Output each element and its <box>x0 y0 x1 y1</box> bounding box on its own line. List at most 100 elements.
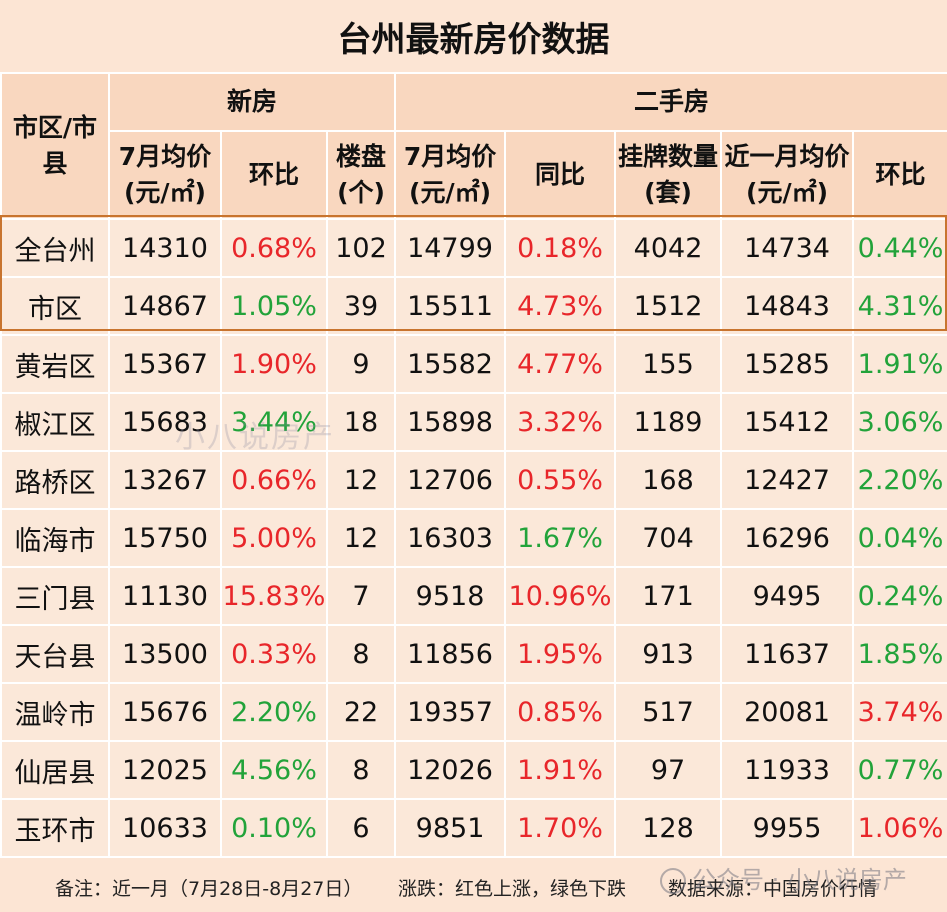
table-row: 三门县 11130 15.83% 7 9518 10.96% 171 9495 0.24% <box>0 566 947 626</box>
footer-legend: 涨跌：红色上涨，绿色下跌 <box>398 878 627 900</box>
recent-month-price-cell: 9495 <box>720 566 855 626</box>
price-table: 市区/市县 新房 二手房 7月均价(元/㎡) 环比 楼盘(个) 7月均价(元/㎡… <box>0 72 947 858</box>
new-mom-cell: 1.90% <box>220 334 328 394</box>
second-yoy-cell: 1.95% <box>504 624 617 684</box>
project-count-cell: 9 <box>325 334 397 394</box>
second-yoy-cell: 1.67% <box>504 508 617 568</box>
project-count-cell: 8 <box>325 624 397 684</box>
new-mom-cell: 0.10% <box>220 798 328 858</box>
col-header-new-mom: 环比 <box>220 130 328 220</box>
recent-month-price-cell: 11637 <box>720 624 855 684</box>
recent-month-price-cell: 12427 <box>720 450 855 510</box>
recent-month-price-cell: 15412 <box>720 392 855 452</box>
project-count-cell: 39 <box>325 276 397 336</box>
second-yoy-cell: 4.77% <box>504 334 617 394</box>
second-yoy-cell: 10.96% <box>504 566 617 626</box>
price-table-body: 全台州 14310 0.68% 102 14799 0.18% 4042 14734 0.44%… <box>0 218 947 858</box>
col-header-second-mom: 环比 <box>852 130 947 220</box>
new-mom-cell: 15.83% <box>220 566 328 626</box>
new-house-group-header: 新房 <box>107 72 397 132</box>
table-row: 黄岩区 15367 1.90% 9 15582 4.77% 155 15285 1.91% <box>0 334 947 394</box>
recent-month-price-cell: 16296 <box>720 508 855 568</box>
new-price-cell: 11130 <box>108 566 222 626</box>
listing-count-cell: 913 <box>614 624 723 684</box>
new-mom-cell: 2.20% <box>220 682 328 742</box>
second-mom-cell: 1.91% <box>852 334 947 394</box>
new-mom-cell: 0.66% <box>220 450 328 510</box>
second-mom-cell: 0.24% <box>852 566 947 626</box>
region-cell: 市区 <box>0 276 110 336</box>
listing-count-cell: 1189 <box>614 392 723 452</box>
table-row: 温岭市 15676 2.20% 22 19357 0.85% 517 20081 3.74% <box>0 682 947 742</box>
second-mom-cell: 3.06% <box>852 392 947 452</box>
new-price-cell: 15676 <box>108 682 222 742</box>
second-price-cell: 15898 <box>394 392 507 452</box>
new-mom-cell: 0.33% <box>220 624 328 684</box>
footer-source: 数据来源：中国房价行情 <box>668 878 878 900</box>
second-price-cell: 15511 <box>394 276 507 336</box>
listing-count-cell: 155 <box>614 334 723 394</box>
table-row: 仙居县 12025 4.56% 8 12026 1.91% 97 11933 0.77% <box>0 740 947 800</box>
listing-count-cell: 128 <box>614 798 723 858</box>
second-mom-cell: 1.85% <box>852 624 947 684</box>
new-price-cell: 13500 <box>108 624 222 684</box>
second-yoy-cell: 0.18% <box>504 218 617 278</box>
new-price-cell: 14867 <box>108 276 222 336</box>
second-price-cell: 12706 <box>394 450 507 510</box>
second-yoy-cell: 3.32% <box>504 392 617 452</box>
col-header-second-yoy: 同比 <box>504 130 617 220</box>
second-mom-cell: 2.20% <box>852 450 947 510</box>
second-price-cell: 9518 <box>394 566 507 626</box>
project-count-cell: 8 <box>325 740 397 800</box>
region-cell: 椒江区 <box>0 392 110 452</box>
region-cell: 临海市 <box>0 508 110 568</box>
page-title: 台州最新房价数据 <box>0 0 947 74</box>
project-count-cell: 18 <box>325 392 397 452</box>
region-cell: 路桥区 <box>0 450 110 510</box>
project-count-cell: 7 <box>325 566 397 626</box>
new-mom-cell: 1.05% <box>220 276 328 336</box>
col-header-recent-month-price: 近一月均价(元/㎡) <box>720 130 855 220</box>
new-price-cell: 12025 <box>108 740 222 800</box>
table-row: 市区 14867 1.05% 39 15511 4.73% 1512 14843 4.31% <box>0 276 947 336</box>
listing-count-cell: 97 <box>614 740 723 800</box>
recent-month-price-cell: 14734 <box>720 218 855 278</box>
table-row: 路桥区 13267 0.66% 12 12706 0.55% 168 12427 2.20% <box>0 450 947 510</box>
table-row: 椒江区 15683 3.44% 18 15898 3.32% 1189 15412 3.06% <box>0 392 947 452</box>
new-price-cell: 15683 <box>108 392 222 452</box>
table-row: 全台州 14310 0.68% 102 14799 0.18% 4042 14734 0.44% <box>0 218 947 278</box>
new-price-cell: 10633 <box>108 798 222 858</box>
new-mom-cell: 0.68% <box>220 218 328 278</box>
recent-month-price-cell: 15285 <box>720 334 855 394</box>
project-count-cell: 12 <box>325 508 397 568</box>
second-price-cell: 14799 <box>394 218 507 278</box>
project-count-cell: 22 <box>325 682 397 742</box>
region-cell: 仙居县 <box>0 740 110 800</box>
col-header-new-price: 7月均价(元/㎡) <box>108 130 222 220</box>
second-price-cell: 19357 <box>394 682 507 742</box>
listing-count-cell: 704 <box>614 508 723 568</box>
col-header-second-price: 7月均价(元/㎡) <box>394 130 507 220</box>
new-price-cell: 13267 <box>108 450 222 510</box>
second-yoy-cell: 4.73% <box>504 276 617 336</box>
table-row: 临海市 15750 5.00% 12 16303 1.67% 704 16296 0.04% <box>0 508 947 568</box>
new-mom-cell: 4.56% <box>220 740 328 800</box>
second-mom-cell: 0.77% <box>852 740 947 800</box>
new-price-cell: 15367 <box>108 334 222 394</box>
recent-month-price-cell: 9955 <box>720 798 855 858</box>
second-price-cell: 12026 <box>394 740 507 800</box>
second-mom-cell: 0.44% <box>852 218 947 278</box>
footer-note: 备注：近一月（7月28日-8月27日） <box>55 878 363 900</box>
new-mom-cell: 3.44% <box>220 392 328 452</box>
region-cell: 温岭市 <box>0 682 110 742</box>
region-cell: 三门县 <box>0 566 110 626</box>
second-hand-group-header: 二手房 <box>394 72 947 132</box>
recent-month-price-cell: 14843 <box>720 276 855 336</box>
project-count-cell: 12 <box>325 450 397 510</box>
second-mom-cell: 3.74% <box>852 682 947 742</box>
region-cell: 黄岩区 <box>0 334 110 394</box>
region-header: 市区/市县 <box>0 72 110 220</box>
listing-count-cell: 168 <box>614 450 723 510</box>
region-cell: 天台县 <box>0 624 110 684</box>
